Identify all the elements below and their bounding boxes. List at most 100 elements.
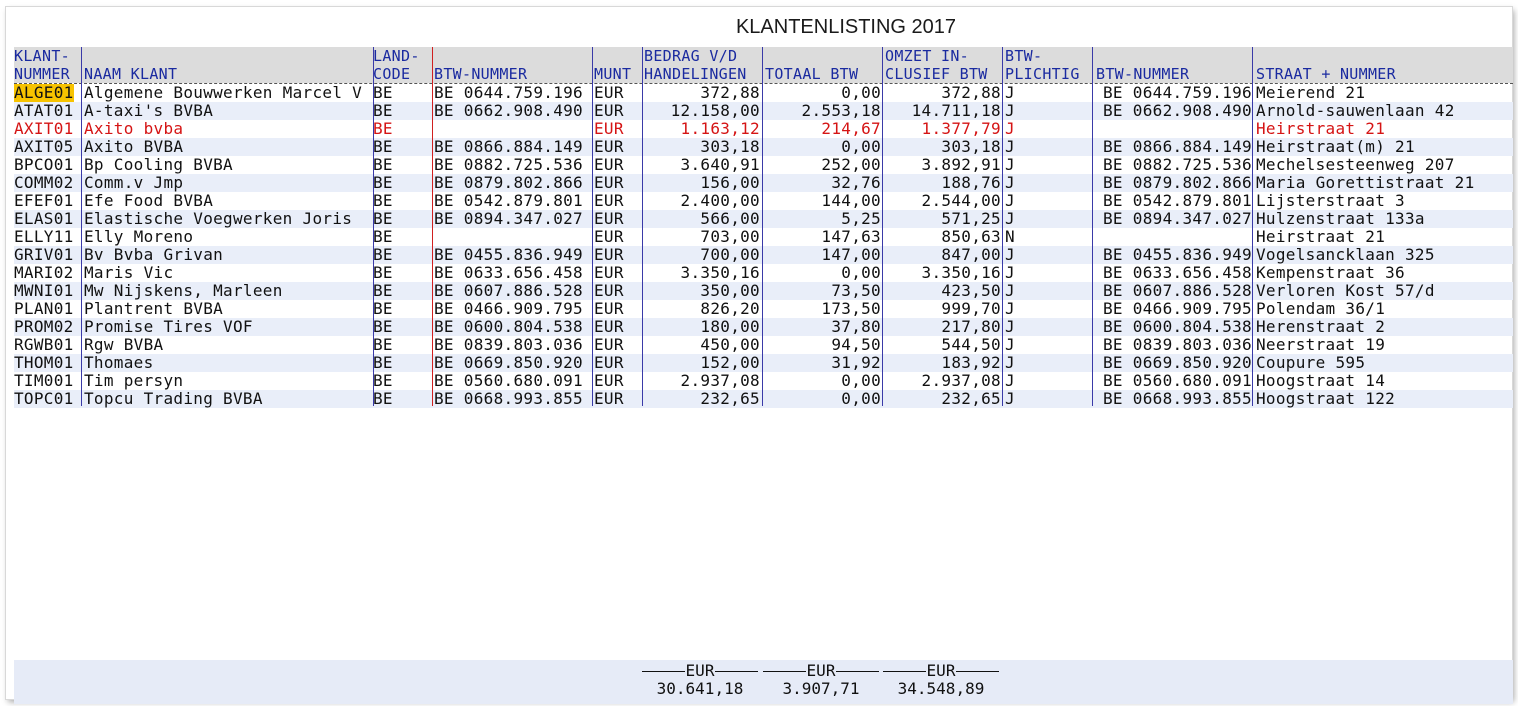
- cell-plicht[interactable]: J: [1005, 210, 1015, 228]
- cell-munt[interactable]: EUR: [594, 228, 624, 246]
- cell-plicht[interactable]: J: [1005, 282, 1015, 300]
- cell-totbtw[interactable]: 0,00: [841, 264, 881, 282]
- table-row[interactable]: ALGE01 Algemene Bouwwerken Marcel V BE BE 0…: [14, 84, 1513, 102]
- cell-straat[interactable]: Hulzenstraat 133a: [1256, 210, 1425, 228]
- cell-bedrag[interactable]: 350,00: [700, 282, 760, 300]
- cell-btw[interactable]: BE 0633.656.458: [434, 264, 583, 282]
- cell-totbtw[interactable]: 0,00: [841, 138, 881, 156]
- cell-nr[interactable]: TIM001: [14, 372, 74, 390]
- cell-naam[interactable]: Topcu Trading BVBA: [84, 390, 263, 408]
- cell-nr[interactable]: MARI02: [14, 264, 74, 282]
- cell-munt[interactable]: EUR: [594, 174, 624, 192]
- cell-btw[interactable]: BE 0669.850.920: [434, 354, 583, 372]
- cell-land[interactable]: BE: [373, 372, 393, 390]
- cell-plicht[interactable]: J: [1005, 174, 1015, 192]
- cell-plicht[interactable]: J: [1005, 336, 1015, 354]
- cell-nr[interactable]: BPCO01: [14, 156, 74, 174]
- cell-munt[interactable]: EUR: [594, 336, 624, 354]
- cell-naam[interactable]: Axito bvba: [84, 120, 184, 138]
- cell-straat[interactable]: Hoogstraat 14: [1256, 372, 1386, 390]
- cell-omzet[interactable]: 232,65: [941, 390, 1001, 408]
- cell-plicht[interactable]: J: [1005, 120, 1015, 138]
- cell-munt[interactable]: EUR: [594, 192, 624, 210]
- cell-omzet[interactable]: 217,80: [941, 318, 1001, 336]
- cell-land[interactable]: BE: [373, 192, 393, 210]
- cell-totbtw[interactable]: 252,00: [821, 156, 881, 174]
- cell-land[interactable]: BE: [373, 246, 393, 264]
- cell-omzet[interactable]: 847,00: [941, 246, 1001, 264]
- cell-bedrag[interactable]: 1.163,12: [680, 120, 760, 138]
- cell-omzet[interactable]: 183,92: [941, 354, 1001, 372]
- cell-land[interactable]: BE: [373, 102, 393, 120]
- cell-totbtw[interactable]: 0,00: [841, 390, 881, 408]
- cell-munt[interactable]: EUR: [594, 84, 624, 102]
- cell-land[interactable]: BE: [373, 138, 393, 156]
- cell-totbtw[interactable]: 73,50: [831, 282, 881, 300]
- cell-totbtw[interactable]: 147,00: [821, 246, 881, 264]
- cell-omzet[interactable]: 188,76: [941, 174, 1001, 192]
- cell-land[interactable]: BE: [373, 84, 393, 102]
- cell-btw[interactable]: BE 0607.886.528: [434, 282, 583, 300]
- cell-nr[interactable]: PROM02: [14, 318, 74, 336]
- cell-btw2[interactable]: BE 0866.884.149: [1103, 138, 1252, 156]
- cell-land[interactable]: BE: [373, 336, 393, 354]
- cell-plicht[interactable]: J: [1005, 354, 1015, 372]
- table-row[interactable]: PROM02 Promise Tires VOF BE BE 0600.804.538…: [14, 318, 1513, 336]
- cell-munt[interactable]: EUR: [594, 264, 624, 282]
- cell-totbtw[interactable]: 214,67: [821, 120, 881, 138]
- cell-omzet[interactable]: 544,50: [941, 336, 1001, 354]
- cell-straat[interactable]: Heirstraat(m) 21: [1256, 138, 1415, 156]
- cell-naam[interactable]: Mw Nijskens, Marleen: [84, 282, 283, 300]
- table-row[interactable]: AXIT01 Axito bvba BE EUR 1.163,12 214,67 1.377…: [14, 120, 1513, 138]
- cell-totbtw[interactable]: 32,76: [831, 174, 881, 192]
- table-row[interactable]: GRIV01 Bv Bvba Grivan BE BE 0455.836.949 EUR…: [14, 246, 1513, 264]
- cell-naam[interactable]: A-taxi's BVBA: [84, 102, 214, 120]
- table-row[interactable]: COMM02 Comm.v Jmp BE BE 0879.802.866 EUR 156,…: [14, 174, 1513, 192]
- cell-nr[interactable]: RGWB01: [14, 336, 74, 354]
- cell-plicht[interactable]: J: [1005, 84, 1015, 102]
- cell-nr[interactable]: TOPC01: [14, 390, 74, 408]
- cell-nr[interactable]: GRIV01: [14, 246, 74, 264]
- cell-btw[interactable]: BE 0644.759.196: [434, 84, 583, 102]
- cell-totbtw[interactable]: 0,00: [841, 84, 881, 102]
- cell-straat[interactable]: Heirstraat 21: [1256, 228, 1386, 246]
- cell-munt[interactable]: EUR: [594, 282, 624, 300]
- cell-btw[interactable]: BE 0882.725.536: [434, 156, 583, 174]
- cell-land[interactable]: BE: [373, 264, 393, 282]
- cell-plicht[interactable]: J: [1005, 318, 1015, 336]
- cell-totbtw[interactable]: 0,00: [841, 372, 881, 390]
- table-row[interactable]: ELAS01 Elastische Voegwerken Joris BE BE 08…: [14, 210, 1513, 228]
- cell-naam[interactable]: Elastische Voegwerken Joris: [84, 210, 353, 228]
- cell-straat[interactable]: Hoogstraat 122: [1256, 390, 1396, 408]
- cell-bedrag[interactable]: 700,00: [700, 246, 760, 264]
- table-row[interactable]: RGWB01 Rgw BVBA BE BE 0839.803.036 EUR 450,00…: [14, 336, 1513, 354]
- cell-naam[interactable]: Algemene Bouwwerken Marcel V: [84, 84, 363, 102]
- cell-nr[interactable]: AXIT01: [14, 120, 74, 138]
- cell-naam[interactable]: Promise Tires VOF: [84, 318, 253, 336]
- cell-munt[interactable]: EUR: [594, 102, 624, 120]
- cell-btw2[interactable]: BE 0560.680.091: [1103, 372, 1252, 390]
- cell-plicht[interactable]: J: [1005, 102, 1015, 120]
- cell-btw2[interactable]: BE 0662.908.490: [1103, 102, 1252, 120]
- cell-naam[interactable]: Elly Moreno: [84, 228, 194, 246]
- cell-omzet[interactable]: 372,88: [941, 84, 1001, 102]
- cell-naam[interactable]: Tim persyn: [84, 372, 184, 390]
- cell-totbtw[interactable]: 31,92: [831, 354, 881, 372]
- table-row[interactable]: PLAN01 Plantrent BVBA BE BE 0466.909.795 EUR…: [14, 300, 1513, 318]
- cell-munt[interactable]: EUR: [594, 210, 624, 228]
- cell-land[interactable]: BE: [373, 354, 393, 372]
- table-row[interactable]: THOM01 Thomaes BE BE 0669.850.920 EUR 152,00 3…: [14, 354, 1513, 372]
- cell-straat[interactable]: Kempenstraat 36: [1256, 264, 1405, 282]
- customer-table[interactable]: KLANT- NUMMER NAAM KLANT LAND- CODE BTW-NUMME…: [14, 47, 1513, 408]
- table-row[interactable]: BPCO01 Bp Cooling BVBA BE BE 0882.725.536 EU…: [14, 156, 1513, 174]
- cell-land[interactable]: BE: [373, 120, 393, 138]
- cell-naam[interactable]: Rgw BVBA: [84, 336, 164, 354]
- cell-bedrag[interactable]: 2.400,00: [680, 192, 760, 210]
- cell-straat[interactable]: Arnold-sauwenlaan 42: [1256, 102, 1455, 120]
- cell-naam[interactable]: Axito BVBA: [84, 138, 184, 156]
- cell-btw[interactable]: BE 0668.993.855: [434, 390, 583, 408]
- table-row[interactable]: ATAT01 A-taxi's BVBA BE BE 0662.908.490 EUR 1…: [14, 102, 1513, 120]
- cell-btw2[interactable]: BE 0894.347.027: [1103, 210, 1252, 228]
- cell-btw2[interactable]: BE 0600.804.538: [1103, 318, 1252, 336]
- cell-totbtw[interactable]: 2.553,18: [801, 102, 881, 120]
